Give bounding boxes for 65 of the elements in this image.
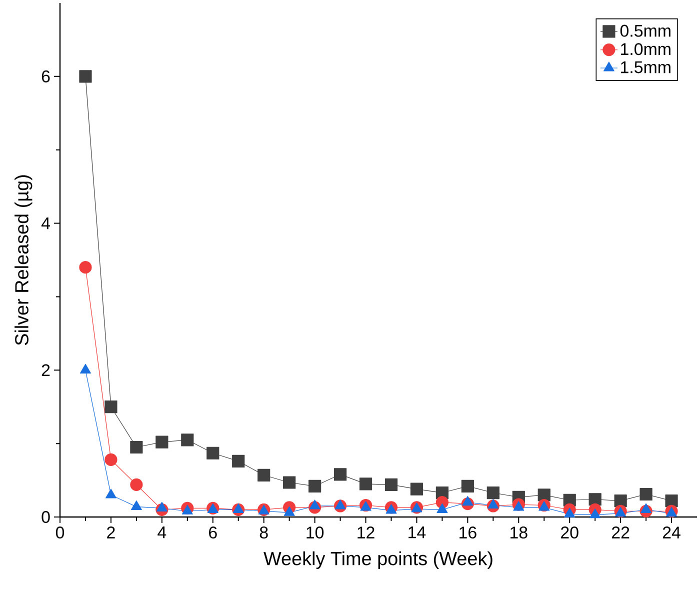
point (615, 507, 626, 517)
point (309, 500, 320, 510)
x-tick-label: 14 (408, 526, 426, 538)
x-tick-label: 10 (306, 526, 324, 539)
x-tick-label: 0 (56, 526, 64, 539)
point (461, 480, 474, 492)
point (156, 502, 168, 512)
x-tick-label: 8 (260, 526, 268, 539)
x-tick-label: 22 (612, 526, 630, 538)
y-axis-title: Silver Released (µg) (14, 175, 32, 346)
point (182, 504, 193, 514)
x-tick-label: 20 (561, 526, 578, 539)
point (665, 494, 678, 508)
y-tick-label: 6 (42, 70, 50, 82)
point (232, 503, 244, 513)
point (590, 508, 601, 518)
point (104, 400, 118, 414)
point (258, 468, 270, 482)
x-axis-title: Weekly Time points (Week) (264, 551, 492, 569)
point (436, 503, 448, 513)
legend-label: 1.5mm (621, 61, 670, 74)
legend-label: 0.5mm (620, 24, 670, 37)
point (105, 488, 116, 498)
point (538, 501, 550, 511)
point (206, 446, 220, 460)
point (334, 500, 346, 510)
x-tick-label: 2 (107, 526, 115, 538)
point (156, 436, 168, 448)
point (130, 500, 142, 510)
x-tick-label: 16 (460, 526, 476, 539)
point (386, 504, 397, 514)
point (181, 434, 194, 446)
point (360, 501, 372, 511)
point (564, 508, 576, 518)
point (334, 468, 347, 481)
y-tick-label: 0 (42, 511, 50, 523)
point (513, 501, 524, 511)
point (130, 440, 143, 454)
point (410, 482, 424, 496)
point (614, 494, 627, 508)
point (130, 478, 143, 491)
point (283, 476, 296, 489)
y-tick-label: 2 (42, 364, 50, 376)
point (462, 496, 474, 506)
x-tick-label: 4 (158, 526, 166, 538)
point (538, 488, 550, 502)
point (640, 503, 652, 513)
point (79, 70, 92, 83)
x-tick-label: 12 (358, 526, 374, 538)
point (359, 478, 372, 490)
point (232, 454, 245, 468)
point (104, 453, 118, 466)
y-tick-label: 4 (41, 217, 50, 230)
point (308, 480, 322, 492)
x-tick-label: 18 (510, 526, 528, 539)
point (79, 261, 92, 274)
point (488, 498, 499, 509)
legend-label: 1.0mm (621, 43, 670, 56)
x-tick-label: 24 (662, 526, 680, 538)
point (486, 486, 500, 500)
point (666, 507, 678, 517)
point (640, 488, 652, 501)
point (384, 478, 398, 491)
x-tick-label: 6 (209, 526, 217, 539)
point (284, 506, 295, 516)
